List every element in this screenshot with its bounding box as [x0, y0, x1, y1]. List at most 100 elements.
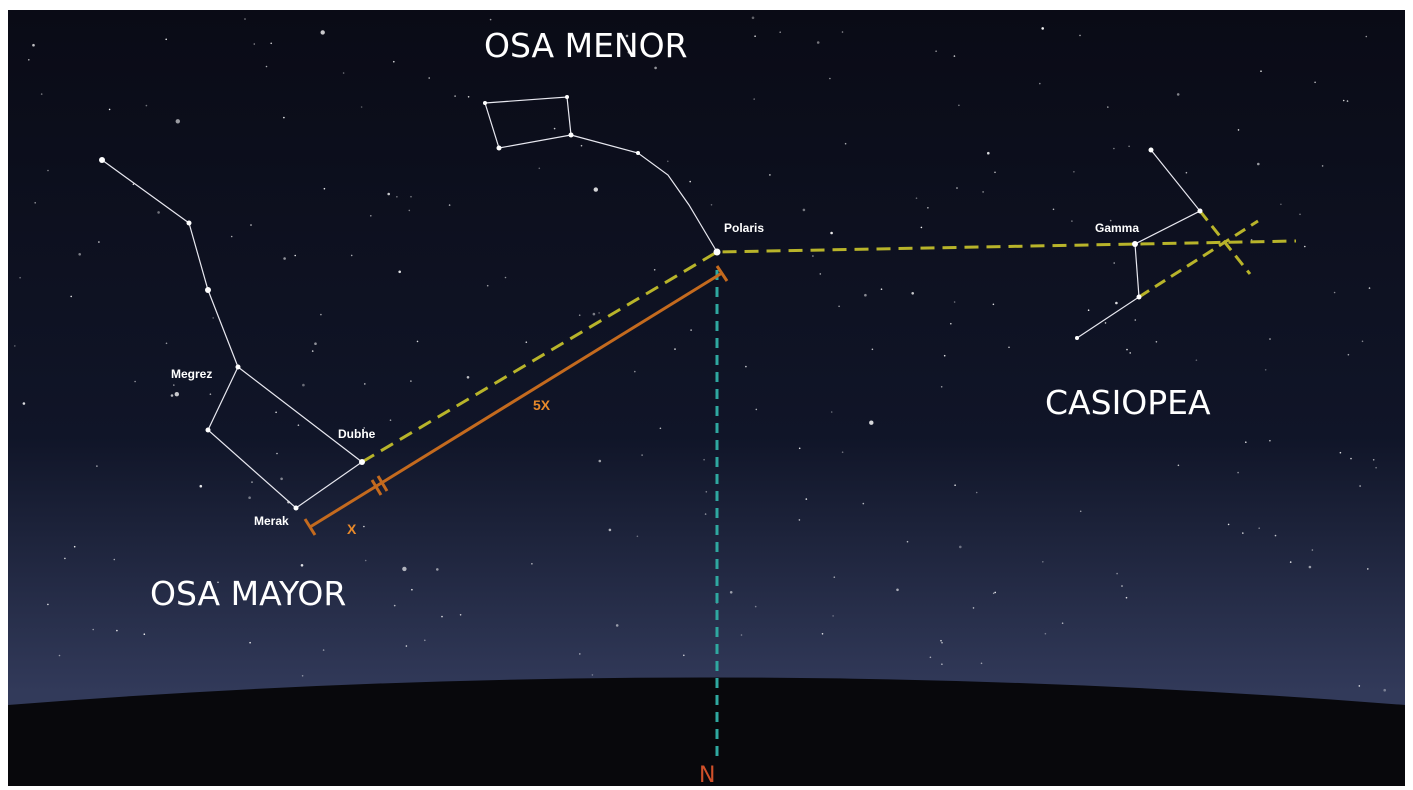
background-star [531, 563, 533, 565]
background-star [361, 106, 363, 108]
background-star [1375, 467, 1377, 469]
background-star [838, 306, 840, 308]
background-star [283, 117, 285, 119]
star-map: OSA MENOR CASIOPEA OSA MAYOR Polaris Gam… [0, 0, 1413, 790]
background-star [745, 366, 747, 368]
background-star [834, 576, 836, 578]
background-star [881, 288, 883, 290]
background-star [706, 491, 708, 493]
background-star [490, 19, 492, 21]
background-star [396, 196, 398, 198]
background-star [842, 451, 844, 453]
background-star [146, 105, 148, 107]
background-star [581, 145, 583, 147]
background-star [1309, 566, 1312, 569]
background-star [1129, 352, 1131, 354]
background-star [598, 312, 600, 314]
background-star [32, 44, 35, 47]
background-star [165, 39, 167, 41]
background-star [1071, 220, 1073, 222]
background-star [266, 66, 268, 68]
background-star [1343, 100, 1345, 102]
background-star [449, 204, 451, 206]
background-star [402, 567, 406, 571]
background-star [941, 663, 943, 665]
background-star [283, 257, 286, 260]
background-star [98, 241, 100, 243]
background-star [832, 615, 834, 617]
background-star [144, 633, 146, 635]
background-star [301, 564, 304, 567]
background-star [231, 236, 233, 238]
background-star [254, 43, 256, 45]
star [236, 365, 241, 370]
background-star [1178, 465, 1180, 467]
background-star [1135, 319, 1137, 321]
background-star [1383, 689, 1386, 692]
background-star [248, 496, 251, 499]
star-label: Polaris [724, 221, 764, 235]
background-star [755, 606, 757, 608]
background-star [554, 128, 556, 130]
background-star [487, 285, 489, 287]
background-star [275, 412, 277, 414]
background-star [1350, 458, 1352, 460]
background-star [1126, 597, 1128, 599]
background-star [812, 255, 814, 257]
background-star [1113, 148, 1115, 150]
background-star [1269, 338, 1271, 340]
background-star [176, 119, 180, 123]
background-star [441, 616, 443, 618]
background-star [690, 329, 692, 331]
background-star [711, 204, 713, 206]
background-star [244, 18, 246, 20]
measure-label: X [347, 521, 357, 537]
background-star [302, 384, 305, 387]
background-star [579, 314, 581, 316]
background-star [683, 655, 685, 657]
background-star [467, 376, 470, 379]
background-star [982, 191, 984, 193]
star-label: Megrez [171, 367, 212, 381]
star [636, 151, 640, 155]
background-star [954, 301, 956, 303]
background-star [756, 409, 758, 411]
background-star [730, 591, 733, 594]
background-star [409, 210, 411, 212]
background-star [200, 485, 203, 488]
constellation-label: CASIOPEA [1045, 383, 1211, 422]
background-star [1126, 349, 1128, 351]
background-star [370, 215, 372, 217]
background-star [314, 342, 317, 345]
background-star [944, 355, 946, 357]
star [569, 133, 574, 138]
background-star [817, 41, 820, 44]
background-star [921, 227, 923, 229]
background-star [954, 484, 956, 486]
background-star [1121, 585, 1123, 587]
background-star [956, 187, 958, 189]
background-star [993, 593, 995, 595]
background-star [822, 633, 824, 635]
background-star [830, 232, 833, 235]
background-star [365, 560, 367, 562]
background-star [864, 294, 867, 297]
star [206, 428, 211, 433]
star [294, 506, 299, 511]
background-star [417, 341, 419, 343]
star [1132, 241, 1138, 247]
background-star [320, 314, 322, 316]
background-star [47, 170, 49, 172]
background-star [276, 453, 278, 455]
background-star [1177, 93, 1180, 96]
background-star [387, 193, 390, 196]
background-star [654, 269, 656, 271]
background-star [1299, 214, 1301, 216]
background-star [1238, 129, 1240, 131]
background-star [116, 630, 118, 632]
measure-label: 5X [533, 397, 551, 413]
background-star [976, 492, 978, 494]
background-star [1347, 100, 1349, 102]
background-star [398, 271, 401, 274]
background-star [594, 187, 598, 191]
